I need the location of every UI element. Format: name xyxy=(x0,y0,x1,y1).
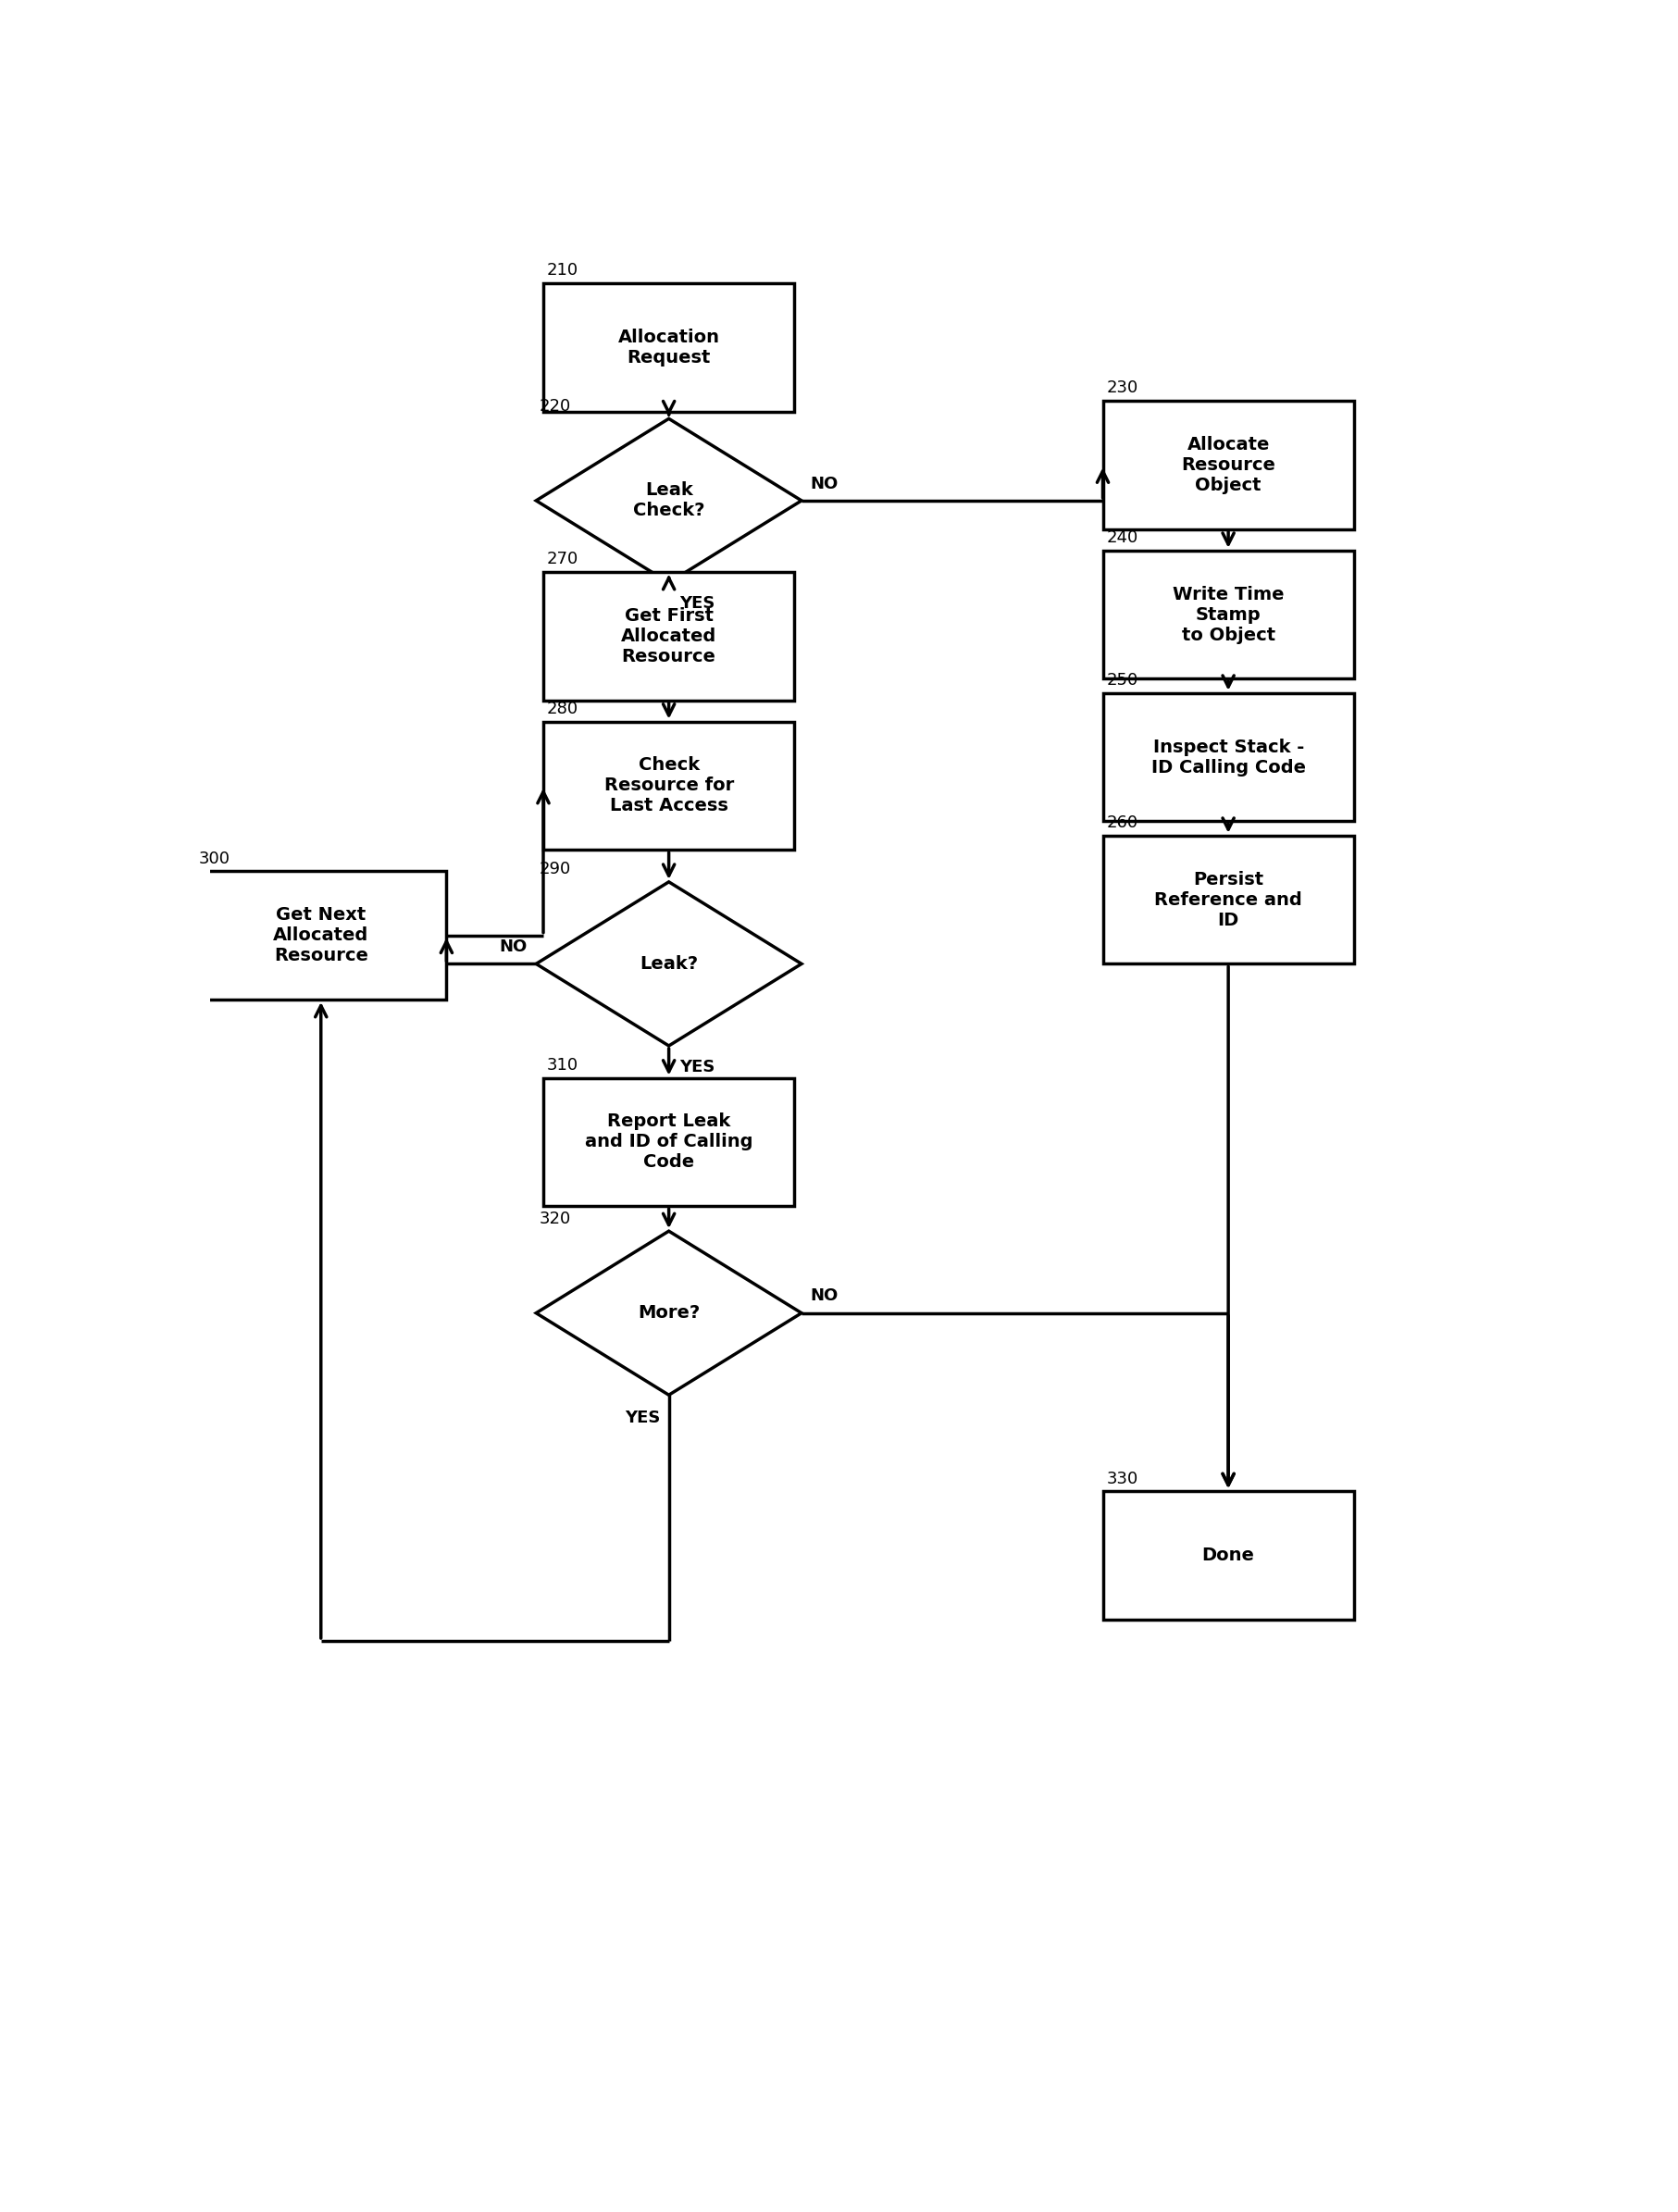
Bar xyxy=(1102,551,1354,679)
Text: 280: 280 xyxy=(547,701,579,717)
Bar xyxy=(544,573,794,701)
Bar xyxy=(1102,692,1354,821)
Text: 210: 210 xyxy=(547,263,579,279)
Bar xyxy=(1102,400,1354,529)
Text: 240: 240 xyxy=(1106,529,1138,546)
Text: 290: 290 xyxy=(540,860,572,878)
Text: 220: 220 xyxy=(540,398,572,414)
Text: 320: 320 xyxy=(540,1210,572,1228)
Bar xyxy=(544,721,794,849)
Text: Leak?: Leak? xyxy=(639,956,698,973)
Text: 260: 260 xyxy=(1106,814,1138,832)
Text: YES: YES xyxy=(680,1060,715,1075)
Polygon shape xyxy=(535,418,802,582)
Text: Write Time
Stamp
to Object: Write Time Stamp to Object xyxy=(1173,586,1284,644)
Text: YES: YES xyxy=(624,1409,659,1427)
Bar xyxy=(544,283,794,411)
Text: NO: NO xyxy=(810,1287,837,1305)
Text: Allocate
Resource
Object: Allocate Resource Object xyxy=(1181,436,1275,493)
Text: 230: 230 xyxy=(1106,380,1138,396)
Polygon shape xyxy=(535,1232,802,1396)
Bar xyxy=(1102,1491,1354,1619)
Text: 250: 250 xyxy=(1106,672,1138,688)
Text: Allocation
Request: Allocation Request xyxy=(618,327,720,367)
Text: 310: 310 xyxy=(547,1057,579,1073)
Polygon shape xyxy=(535,883,802,1046)
Text: YES: YES xyxy=(680,595,715,613)
Text: 330: 330 xyxy=(1106,1471,1138,1486)
Bar xyxy=(195,872,446,1000)
Text: Persist
Reference and
ID: Persist Reference and ID xyxy=(1154,872,1302,929)
Text: NO: NO xyxy=(500,938,527,956)
Text: NO: NO xyxy=(810,476,837,491)
Text: More?: More? xyxy=(638,1305,700,1323)
Bar xyxy=(1102,836,1354,964)
Text: 300: 300 xyxy=(200,849,230,867)
Text: Check
Resource for
Last Access: Check Resource for Last Access xyxy=(604,757,733,814)
Text: Done: Done xyxy=(1201,1546,1255,1564)
Text: Inspect Stack -
ID Calling Code: Inspect Stack - ID Calling Code xyxy=(1151,739,1305,776)
Text: 270: 270 xyxy=(547,551,579,568)
Text: Get First
Allocated
Resource: Get First Allocated Resource xyxy=(621,606,717,666)
Text: Get Next
Allocated
Resource: Get Next Allocated Resource xyxy=(274,907,369,964)
Text: Leak
Check?: Leak Check? xyxy=(633,482,705,520)
Bar xyxy=(544,1077,794,1206)
Text: Report Leak
and ID of Calling
Code: Report Leak and ID of Calling Code xyxy=(586,1113,753,1170)
